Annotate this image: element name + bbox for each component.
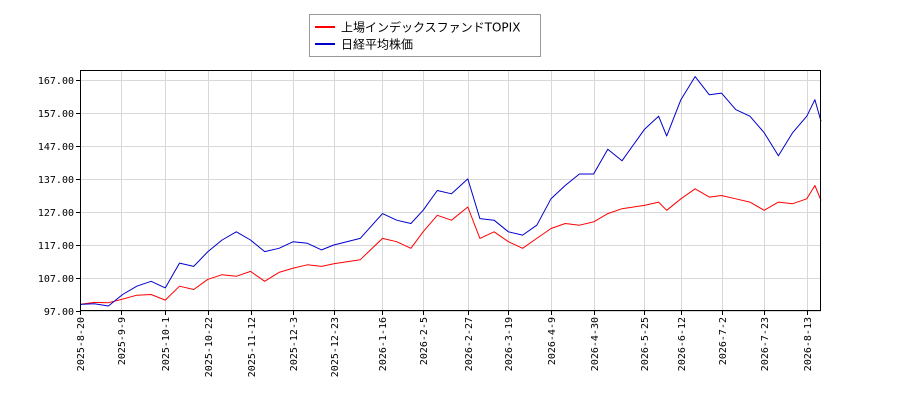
x-tick-label: 2026-4-30 <box>590 317 601 371</box>
x-tick-label: 2025-11-12 <box>247 317 258 377</box>
grid-lines <box>80 70 821 312</box>
y-tick-label: 137.00 <box>38 175 74 186</box>
legend-label-1: 日経平均株価 <box>341 37 413 52</box>
y-tick-label: 127.00 <box>38 208 74 219</box>
y-tick-label: 107.00 <box>38 274 74 285</box>
y-tick-labels: 97.00 107.00 117.00 127.00 137.00 147.00 157.0… <box>38 76 74 318</box>
x-tick-label: 2026-1-16 <box>378 317 389 371</box>
x-tick-label: 2025-12-3 <box>289 317 300 371</box>
plot-area <box>80 70 821 311</box>
x-tick-label: 2025-10-22 <box>204 317 215 377</box>
plot-background <box>80 70 821 311</box>
x-tick-label: 2025-9-9 <box>117 317 128 365</box>
x-tick-label: 2026-4-9 <box>547 317 558 365</box>
y-tick-label: 167.00 <box>38 76 74 87</box>
plot-frame <box>80 70 821 311</box>
axes <box>76 70 821 315</box>
series-lines <box>79 76 822 307</box>
x-tick-label: 2026-7-23 <box>760 317 771 371</box>
x-tick-label: 2025-10-1 <box>161 317 172 371</box>
y-tick-label: 117.00 <box>38 241 74 252</box>
series-line-0 <box>79 185 822 305</box>
x-tick-label: 2025-12-23 <box>330 317 341 377</box>
y-tick-label: 147.00 <box>38 142 74 153</box>
x-tick-label: 2026-2-27 <box>464 317 475 371</box>
x-tick-label: 2026-5-25 <box>640 317 651 371</box>
x-tick-label: 2026-6-12 <box>677 317 688 371</box>
x-tick-label: 2026-8-13 <box>803 317 814 371</box>
legend: 上場インデックスファンドTOPIX 日経平均株価 <box>309 14 541 57</box>
x-tick-labels: 2025-8-20 2025-9-9 2025-10-1 2025-10-22 2025… <box>76 317 814 377</box>
x-tick-label: 2026-7-2 <box>718 317 729 365</box>
y-tick-label: 157.00 <box>38 109 74 120</box>
y-tick-label: 97.00 <box>44 307 74 318</box>
legend-label-0: 上場インデックスファンドTOPIX <box>341 20 520 35</box>
x-tick-label: 2025-8-20 <box>76 317 87 371</box>
x-tick-label: 2026-3-19 <box>504 317 515 371</box>
x-tick-label: 2026-2-5 <box>419 317 430 365</box>
series-line-1 <box>79 76 822 307</box>
legend-box <box>309 14 541 57</box>
